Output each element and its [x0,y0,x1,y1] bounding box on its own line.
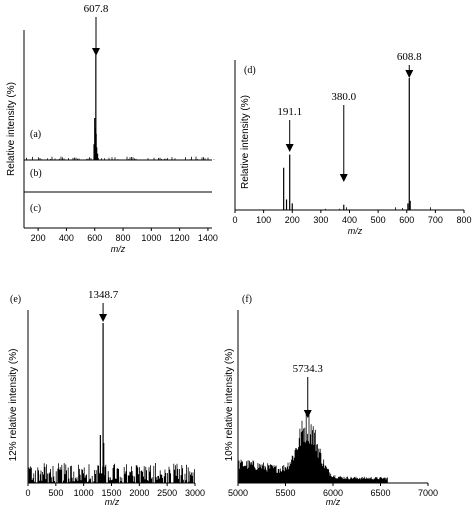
panel-label-d: (d) [244,65,256,76]
abc-peak-arrowhead [92,48,100,56]
e-xtick-label-6: 3000 [185,488,205,498]
d-xtick-label-3: 300 [313,215,328,225]
d-annotation-arrowhead-1 [339,174,348,182]
d-x-axis-label: m/z [348,226,363,236]
e-xtick-label-1: 500 [48,488,63,498]
d-xtick-label-2: 200 [285,215,300,225]
d-xtick-label-6: 600 [399,215,414,225]
e-xtick-label-2: 1000 [74,488,94,498]
abc-xtick-label-0: 200 [31,233,46,243]
f-y-axis-label: 10% relative intensity (%) [224,349,235,462]
f-x-axis-label: m/z [326,497,341,507]
abc-peak-label: 607.8 [84,3,109,15]
f-xtick-label-3: 6500 [370,488,390,498]
e-noise [28,463,195,483]
f-annotation-label-0: 5734.3 [293,363,324,375]
panel-label-e: (e) [10,294,21,305]
panel-label-f: (f) [242,294,252,305]
e-xtick-label-4: 2000 [129,488,149,498]
f-xtick-label-1: 5500 [275,488,295,498]
abc-x-axis-label: m/z [111,244,126,254]
d-y-axis-label: Relative intensity (%) [240,95,251,189]
panel-abc: (a) (b) (c) Relative intensity (%) m/z 6… [6,3,218,254]
d-annotation-label-2: 608.8 [397,51,422,63]
d-annotation-label-1: 380.0 [331,91,356,103]
d-xtick-label-0: 0 [232,215,237,225]
abc-xtick-label-2: 600 [87,233,102,243]
abc-a-noise [26,156,215,160]
e-x-axis-label: m/z [105,497,120,507]
panel-d: (d) Relative intensity (%) m/z 0 100 200 30… [232,51,471,236]
f-xtick-label-0: 5000 [228,488,248,498]
d-xtick-label-7: 700 [428,215,443,225]
panel-label-a: (a) [30,129,41,140]
d-xtick-label-1: 100 [256,215,271,225]
d-noise [325,207,431,210]
abc-xtick-label-4: 1000 [141,233,161,243]
f-annotation-arrowhead-0 [303,410,312,418]
d-xtick-label-5: 500 [371,215,386,225]
e-xtick-label-0: 0 [25,488,30,498]
e-annotation-arrowhead-0 [99,314,108,322]
e-annotation-label-0: 1348.7 [88,289,119,301]
panel-label-b: (b) [30,168,42,179]
f-xtick-label-4: 7000 [418,488,438,498]
abc-xtick-label-5: 1200 [170,233,190,243]
panel-label-c: (c) [30,203,41,214]
f-xtick-label-2: 6000 [323,488,343,498]
e-xtick-label-3: 1500 [101,488,121,498]
e-y-axis-label: 12% relative intensity (%) [8,349,19,462]
d-annotation-arrowhead-2 [405,70,414,78]
f-envelope [238,413,388,483]
d-xtick-label-4: 400 [342,215,357,225]
d-xtick-label-8: 800 [456,215,471,225]
panel-e: (e) 12% relative intensity (%) m/z 0 500 1… [8,289,205,507]
d-annotation-arrowhead-0 [285,144,294,152]
d-annotation-label-0: 191.1 [277,106,302,118]
panel-f: (f) 10% relative intensity (%) m/z 5000 5… [224,294,438,507]
abc-y-axis-label: Relative intensity (%) [6,82,17,176]
e-xtick-label-5: 2500 [157,488,177,498]
abc-xtick-label-3: 800 [116,233,131,243]
abc-xtick-label-1: 400 [59,233,74,243]
abc-xtick-label-6: 1400 [198,233,218,243]
